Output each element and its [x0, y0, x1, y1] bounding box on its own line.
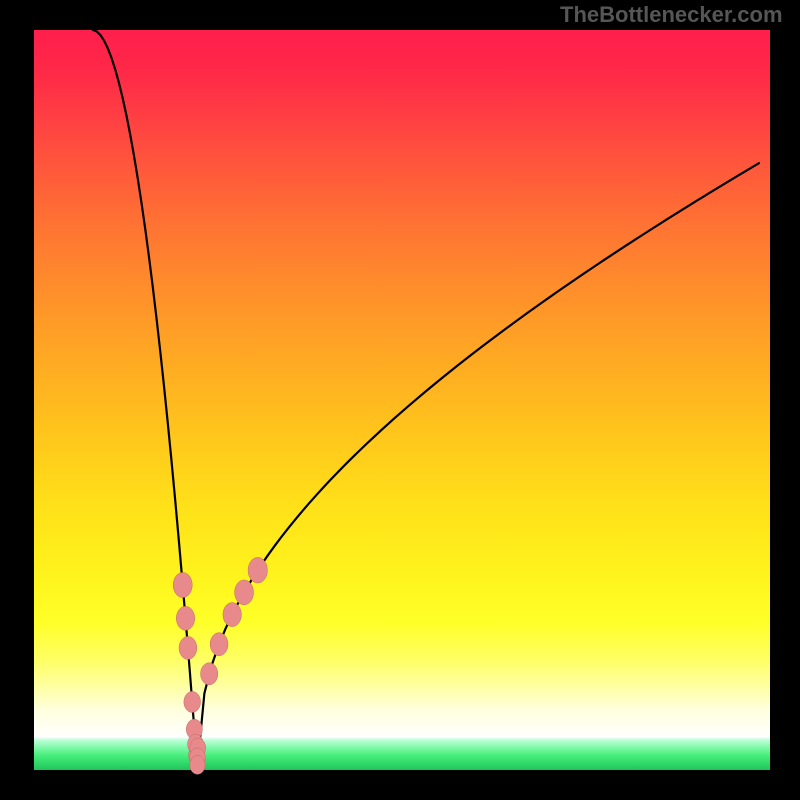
curve-marker-left: [173, 572, 192, 597]
curve-marker-right: [248, 557, 267, 583]
curve-marker-right: [235, 580, 254, 605]
curve-marker-left: [184, 691, 201, 712]
curve-marker-right: [201, 663, 218, 685]
curve-marker-left: [176, 606, 194, 630]
chart-outer-frame: TheBottlenecker.com: [0, 0, 800, 800]
curve-marker-right: [223, 603, 241, 627]
curve-marker-right: [190, 755, 205, 774]
curve-overlay-svg: [0, 0, 800, 800]
curve-marker-right: [210, 633, 228, 656]
curve-marker-left: [179, 636, 197, 659]
